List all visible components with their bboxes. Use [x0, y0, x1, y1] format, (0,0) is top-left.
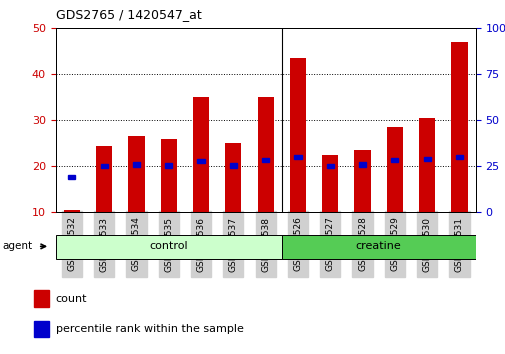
Bar: [257, 97, 273, 212]
FancyBboxPatch shape: [281, 235, 475, 259]
Bar: [390, 158, 397, 162]
Bar: [423, 157, 430, 161]
Bar: [294, 155, 301, 159]
Text: control: control: [149, 241, 188, 251]
Bar: [322, 155, 338, 212]
Bar: [354, 150, 370, 212]
Bar: [192, 97, 209, 212]
Bar: [418, 118, 434, 212]
Bar: [133, 162, 140, 167]
Bar: [229, 164, 236, 167]
Bar: [450, 42, 467, 212]
Bar: [165, 164, 172, 167]
Bar: [262, 158, 269, 162]
Bar: [225, 143, 241, 212]
Bar: [128, 136, 144, 212]
Text: count: count: [56, 294, 87, 304]
FancyBboxPatch shape: [56, 235, 281, 259]
Bar: [34, 320, 49, 337]
Text: GDS2765 / 1420547_at: GDS2765 / 1420547_at: [56, 8, 201, 22]
Bar: [386, 127, 402, 212]
Bar: [68, 175, 75, 179]
Bar: [161, 139, 176, 212]
Bar: [359, 162, 366, 167]
Bar: [197, 159, 204, 163]
Bar: [64, 210, 80, 212]
Bar: [96, 146, 112, 212]
Bar: [100, 164, 108, 169]
Text: agent: agent: [3, 241, 33, 251]
Text: creatine: creatine: [355, 241, 401, 251]
Bar: [289, 58, 306, 212]
Bar: [34, 290, 49, 307]
Bar: [455, 155, 462, 159]
Bar: [326, 164, 333, 169]
Text: percentile rank within the sample: percentile rank within the sample: [56, 324, 243, 334]
